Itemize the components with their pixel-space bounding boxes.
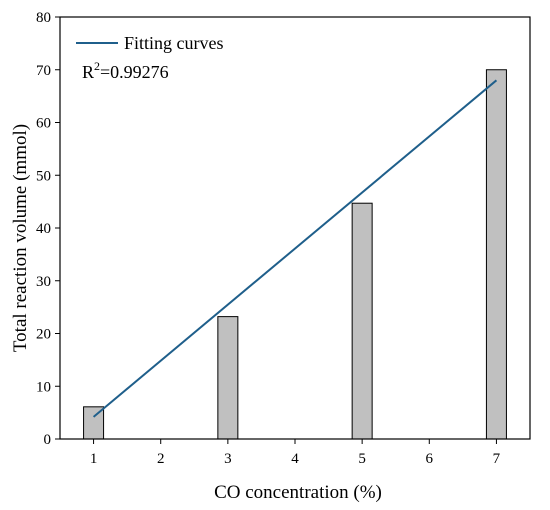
y-tick-label-30: 30 bbox=[36, 274, 51, 290]
x-tick-label-3: 3 bbox=[224, 451, 232, 467]
r-squared-value: =0.99276 bbox=[100, 62, 169, 82]
x-tick-label-1: 1 bbox=[90, 451, 98, 467]
legend: Fitting curves bbox=[76, 33, 224, 53]
fit-line bbox=[94, 80, 497, 417]
y-tick-label-0: 0 bbox=[44, 432, 52, 448]
y-tick-label-20: 20 bbox=[36, 327, 51, 343]
x-tick-label-7: 7 bbox=[493, 451, 501, 467]
y-tick-label-40: 40 bbox=[36, 221, 51, 237]
y-tick-label-10: 10 bbox=[36, 379, 51, 395]
bar-3 bbox=[218, 317, 238, 439]
y-tick-label-80: 80 bbox=[36, 10, 51, 26]
y-tick-label-60: 60 bbox=[36, 116, 51, 132]
y-tick-label-70: 70 bbox=[36, 63, 51, 79]
y-tick-label-50: 50 bbox=[36, 168, 51, 184]
r-squared-prefix: R bbox=[82, 62, 94, 82]
r-squared-annotation: R2=0.99276 bbox=[82, 59, 169, 82]
bar-5 bbox=[352, 203, 372, 439]
y-axis-title: Total reaction volume (mmol) bbox=[10, 124, 31, 352]
x-tick-label-6: 6 bbox=[426, 451, 434, 467]
bar-7 bbox=[486, 70, 506, 439]
legend-label: Fitting curves bbox=[124, 33, 224, 53]
x-tick-label-4: 4 bbox=[291, 451, 299, 467]
x-tick-label-5: 5 bbox=[358, 451, 366, 467]
x-tick-label-2: 2 bbox=[157, 451, 165, 467]
x-axis-title: CO concentration (%) bbox=[214, 482, 382, 503]
